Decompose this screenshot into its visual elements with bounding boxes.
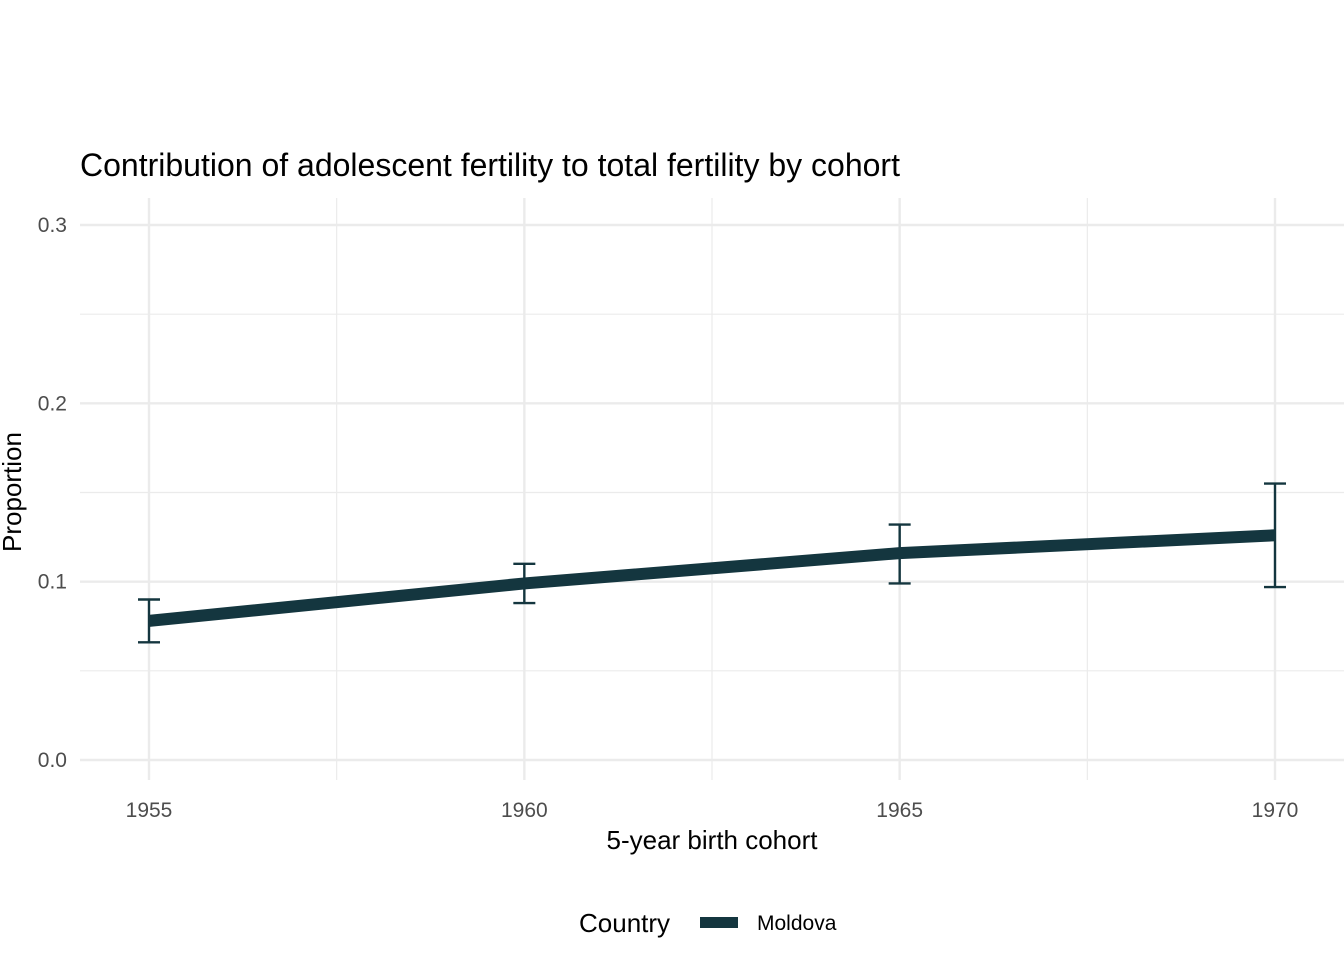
series-line-moldova — [148, 529, 1276, 627]
x-tick-label: 1960 — [501, 799, 548, 822]
x-axis-title: 5-year birth cohort — [607, 825, 819, 855]
legend-label-moldova: Moldova — [757, 912, 837, 935]
series-group — [138, 482, 1286, 644]
y-tick-label: 0.0 — [38, 749, 67, 772]
y-tick-labels: 0.0 0.1 0.2 0.3 — [38, 214, 67, 772]
y-axis-title: Proportion — [0, 432, 27, 552]
legend: Country Moldova — [579, 908, 837, 938]
x-tick-labels: 1955 1960 1965 1970 — [126, 799, 1299, 822]
x-tick-label: 1970 — [1252, 799, 1299, 822]
x-tick-label: 1965 — [876, 799, 923, 822]
chart-title: Contribution of adolescent fertility to … — [80, 147, 900, 183]
legend-key-moldova — [700, 917, 738, 928]
grid-major — [80, 198, 1344, 780]
y-tick-label: 0.2 — [38, 392, 67, 415]
grid-minor — [80, 198, 1344, 780]
legend-title: Country — [579, 908, 670, 938]
y-tick-label: 0.1 — [38, 571, 67, 594]
x-tick-label: 1955 — [126, 799, 173, 822]
y-tick-label: 0.3 — [38, 214, 67, 237]
